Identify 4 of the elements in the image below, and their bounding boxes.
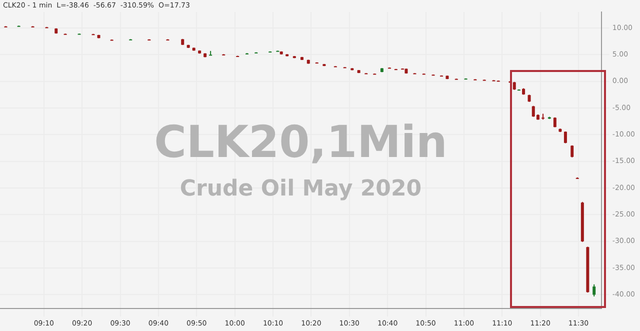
annotation: CLK20,1Min [154, 116, 448, 168]
candlestick [570, 144, 574, 158]
annotation: Crude Oil May 2020 [180, 176, 422, 202]
candlestick [592, 284, 596, 297]
